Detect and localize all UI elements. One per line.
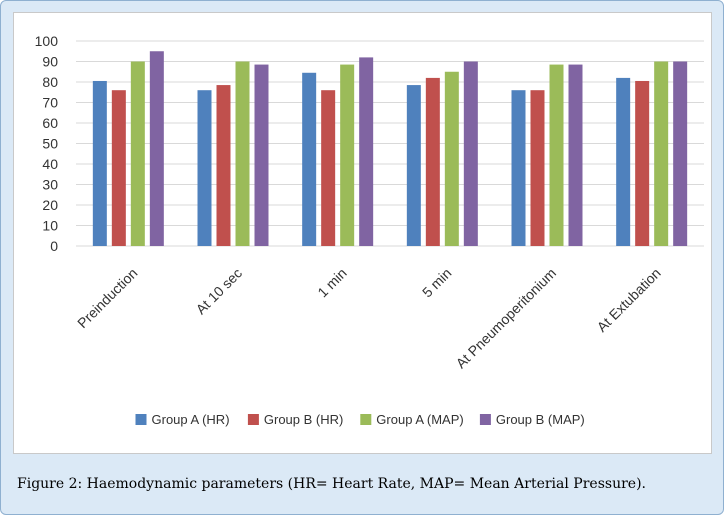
bar	[359, 57, 374, 247]
bar	[216, 85, 231, 246]
legend-label: Group A (HR)	[152, 412, 230, 427]
bar	[92, 80, 107, 246]
bar	[673, 61, 688, 246]
bar	[463, 61, 478, 246]
bar	[635, 80, 650, 246]
bar	[406, 85, 421, 246]
bar	[425, 77, 440, 247]
bar	[530, 90, 545, 246]
x-tick-label: At Extubation	[594, 265, 664, 335]
bar	[235, 61, 250, 246]
legend-label: Group A (MAP)	[376, 412, 463, 427]
y-tick-label: 50	[42, 136, 58, 152]
bar	[111, 90, 126, 246]
bar	[149, 51, 164, 246]
x-tick-label: 5 min	[419, 265, 455, 301]
bar-chart: 0 10 20 30 40 50 60 70 80 90 100 Preinduction At 10 …	[35, 33, 704, 427]
y-tick-label: 80	[42, 74, 58, 90]
x-tick-label: At 10 sec	[193, 265, 246, 318]
bar	[321, 90, 336, 246]
x-tick-label: 1 min	[314, 265, 350, 301]
legend-swatch	[479, 414, 491, 425]
bar	[130, 61, 145, 246]
bar	[340, 64, 355, 246]
bar	[254, 64, 269, 246]
x-tick-label: Preinduction	[74, 265, 140, 331]
y-tick-label: 30	[42, 177, 58, 193]
x-tick-label: At Pneumoperitonium	[453, 265, 560, 372]
legend-label: Group B (MAP)	[496, 412, 585, 427]
y-tick-label: 90	[42, 54, 58, 70]
bar	[302, 72, 317, 247]
y-tick-label: 70	[42, 95, 58, 111]
legend-swatch	[360, 414, 372, 425]
bar	[444, 71, 459, 246]
y-tick-label: 20	[42, 197, 58, 213]
legend-swatch	[247, 414, 259, 425]
y-tick-label: 60	[42, 115, 58, 131]
bar	[549, 64, 564, 246]
bar	[654, 61, 669, 246]
legend-swatch	[135, 414, 147, 425]
legend-label: Group B (HR)	[264, 412, 343, 427]
bar	[511, 90, 526, 246]
y-tick-label: 100	[35, 33, 59, 49]
bar	[568, 64, 583, 246]
y-tick-label: 40	[42, 156, 58, 172]
chart-panel: 0 10 20 30 40 50 60 70 80 90 100 Preinduction At 10 …	[13, 12, 712, 454]
bar	[616, 77, 631, 247]
figure-caption: Figure 2: Haemodynamic parameters (HR= H…	[17, 476, 646, 492]
bar	[197, 90, 212, 246]
y-tick-label: 10	[42, 218, 58, 234]
y-tick-label: 0	[50, 238, 58, 254]
